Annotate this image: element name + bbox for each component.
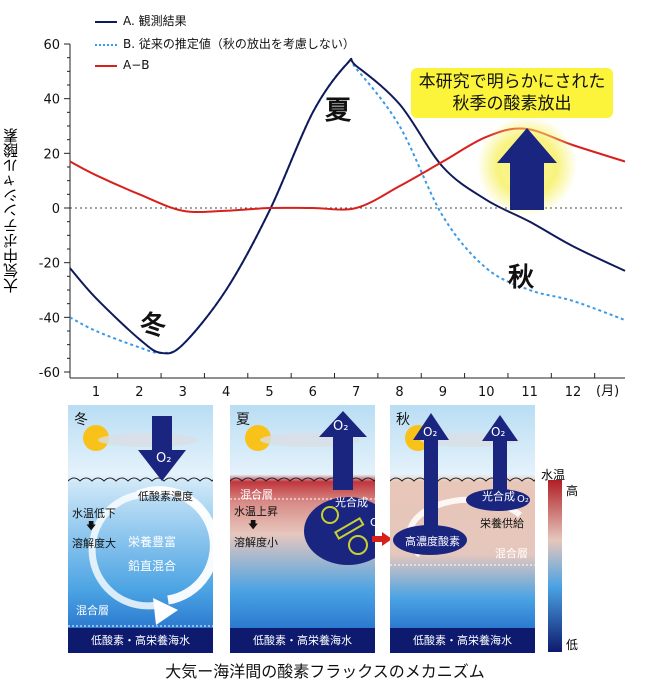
- solubility-down: 溶解度小: [234, 536, 278, 549]
- figure-caption: 大気ー海洋間の酸素フラックスのメカニズム: [165, 662, 485, 681]
- x-axis-unit: (月): [596, 384, 620, 399]
- temp-up: 水温上昇: [234, 505, 278, 518]
- legend-a: A. 観測結果: [123, 14, 187, 28]
- panel-autumn: 秋 O₂ O₂ 光合成 O₂ 栄養供給 高濃度酸素 混合層 低酸素・高栄養海水: [390, 405, 535, 653]
- o2-label: O₂: [156, 451, 172, 466]
- o2-up-arrow: [319, 411, 367, 490]
- high-o2-patch: [393, 525, 467, 555]
- x-tick-label: 11: [521, 385, 538, 400]
- phytoplankton-bloom: [466, 489, 530, 511]
- transition-arrow: [372, 532, 392, 546]
- temperature-colorbar: [548, 480, 562, 652]
- arrow-down-icon: 🡇: [248, 520, 259, 531]
- sun-icon: [83, 425, 109, 451]
- arrow-down-icon: 🡇: [86, 521, 97, 532]
- y-tick-label: -40: [39, 311, 60, 326]
- high-o2: 高濃度酸素: [405, 535, 460, 548]
- vertical-mixing: 鉛直混合: [128, 559, 177, 573]
- cloud-icon: [98, 433, 198, 447]
- mixed-layer: 混合層: [76, 604, 109, 617]
- low-o2-conc: 低酸素濃度: [138, 490, 193, 503]
- x-tick-label: 5: [265, 385, 273, 400]
- nutrient-supply: 栄養供給: [480, 517, 524, 530]
- o2-down-arrow: [138, 416, 186, 481]
- season-summer: 夏: [236, 412, 250, 428]
- sea-surface: [68, 477, 213, 482]
- deep-water: 低酸素・高栄養海水: [390, 628, 535, 653]
- x-tick-label: 4: [222, 385, 230, 400]
- x-tick-label: 1: [92, 385, 100, 400]
- photosynthesis: 光合成: [482, 490, 515, 503]
- label-summer: 夏: [325, 96, 352, 126]
- o2-small: O₂: [517, 494, 529, 505]
- y-tick-label: 60: [43, 38, 60, 53]
- mixed-layer: 混合層: [495, 547, 528, 560]
- season-winter: 冬: [74, 412, 88, 428]
- colorbar-high: 高: [566, 484, 579, 498]
- o2-label-b: O₂: [491, 425, 506, 439]
- sun-icon: [245, 425, 271, 451]
- solubility-up: 溶解度大: [72, 537, 116, 550]
- callout-line2: 秋季の酸素放出: [452, 94, 572, 114]
- o2-small: O₂: [370, 516, 375, 529]
- label-winter: 冬: [140, 311, 167, 341]
- y-tick-label: -20: [39, 257, 60, 272]
- callout-box: 本研究で明らかにされた 秋季の酸素放出: [411, 68, 613, 118]
- legend-b: B. 従来の推定値（秋の放出を考慮しない）: [123, 37, 355, 51]
- colorbar-title: 水温: [541, 468, 566, 482]
- legend-a-minus-b: A−B: [123, 58, 150, 72]
- mixing-cycle-arrow: [136, 486, 213, 605]
- deep-water: 低酸素・高栄養海水: [68, 628, 213, 653]
- panel-summer: 夏 O₂ 混合層 水温上昇 🡇 溶解度小 光合成 O₂ 低酸素・高栄養海水: [230, 405, 375, 653]
- y-tick-label: -60: [39, 366, 60, 381]
- season-autumn: 秋: [396, 412, 410, 428]
- y-tick-label: 20: [43, 147, 60, 162]
- x-tick-label: 12: [565, 385, 582, 400]
- o2-up-arrow-small: [482, 415, 518, 490]
- x-tick-label: 2: [135, 385, 143, 400]
- nutrient-rich: 栄養豊富: [128, 535, 177, 549]
- temp-down: 水温低下: [72, 507, 116, 520]
- panel-winter: 冬 O₂ 低酸素濃度 水温低下 🡇 溶解度大 栄養豊富 鉛直混合 混合層 低酸素…: [68, 405, 213, 653]
- x-tick-label: 9: [439, 385, 447, 400]
- callout-line1: 本研究で明らかにされた: [418, 72, 606, 92]
- y-axis-label: 大気中ポテンシャル酸素: [1, 127, 20, 293]
- x-tick-label: 10: [478, 385, 495, 400]
- x-tick-label: 8: [395, 385, 403, 400]
- o2-up-arrow-large: [413, 413, 449, 535]
- mixed-layer: 混合層: [240, 488, 273, 501]
- colorbar-low: 低: [566, 638, 579, 652]
- y-tick-label: 0: [52, 202, 60, 217]
- photosynthesis: 光合成: [335, 496, 368, 509]
- deep-water: 低酸素・高栄養海水: [230, 628, 375, 653]
- label-autumn: 秋: [508, 263, 535, 293]
- y-tick-label: 40: [43, 93, 60, 108]
- x-tick-label: 3: [179, 385, 187, 400]
- o2-label: O₂: [333, 419, 349, 434]
- x-tick-label: 6: [309, 385, 317, 400]
- o2-label-a: O₂: [423, 425, 438, 439]
- x-tick-label: 7: [352, 385, 360, 400]
- oxygen-release-arrow: [477, 116, 577, 216]
